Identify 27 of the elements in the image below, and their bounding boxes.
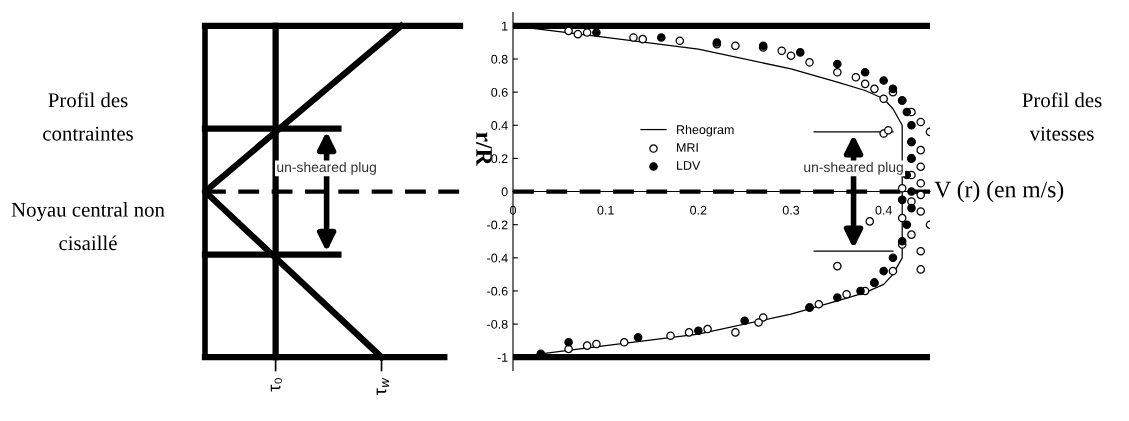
y-tick-label: -0.2 (487, 220, 508, 230)
y-tick-label: 0.6 (491, 87, 508, 97)
text: Profil des vitesses (1022, 92, 1102, 141)
y-tick-label: -0.4 (487, 253, 508, 263)
x-tick-label: 0.1 (597, 205, 614, 215)
legend-label: Rheogram (677, 124, 734, 137)
x-axis-title: V (r) (en m/s) (934, 180, 1064, 203)
y-tick-label: 0.2 (491, 154, 508, 164)
y-tick-label: 0.8 (491, 54, 508, 64)
text: Noyau central non cisaillé (11, 202, 165, 251)
text: Profil des contraintes (43, 92, 133, 141)
text: τ₀ (270, 378, 282, 392)
y-tick-label: -0.6 (487, 286, 508, 296)
y-axis-title: r/R (476, 132, 492, 166)
y-tick-label: 1 (502, 21, 508, 31)
y-tick-label: 0.4 (491, 121, 508, 130)
text: un-sheared plug (277, 161, 376, 175)
x-tick-label: 0.4 (875, 205, 892, 215)
legend-label: LDV (677, 161, 701, 170)
annotation: un-sheared plug (804, 161, 903, 175)
text: τ$_{w}$ (376, 377, 390, 396)
y-tick-label: -1 (497, 353, 508, 362)
x-tick-label: 0.3 (782, 205, 800, 215)
legend-label: MRI (677, 143, 698, 152)
y-tick-label: 0 (501, 187, 508, 197)
x-tick-label: 0.2 (690, 205, 707, 215)
y-tick-label: -0.8 (487, 319, 508, 329)
